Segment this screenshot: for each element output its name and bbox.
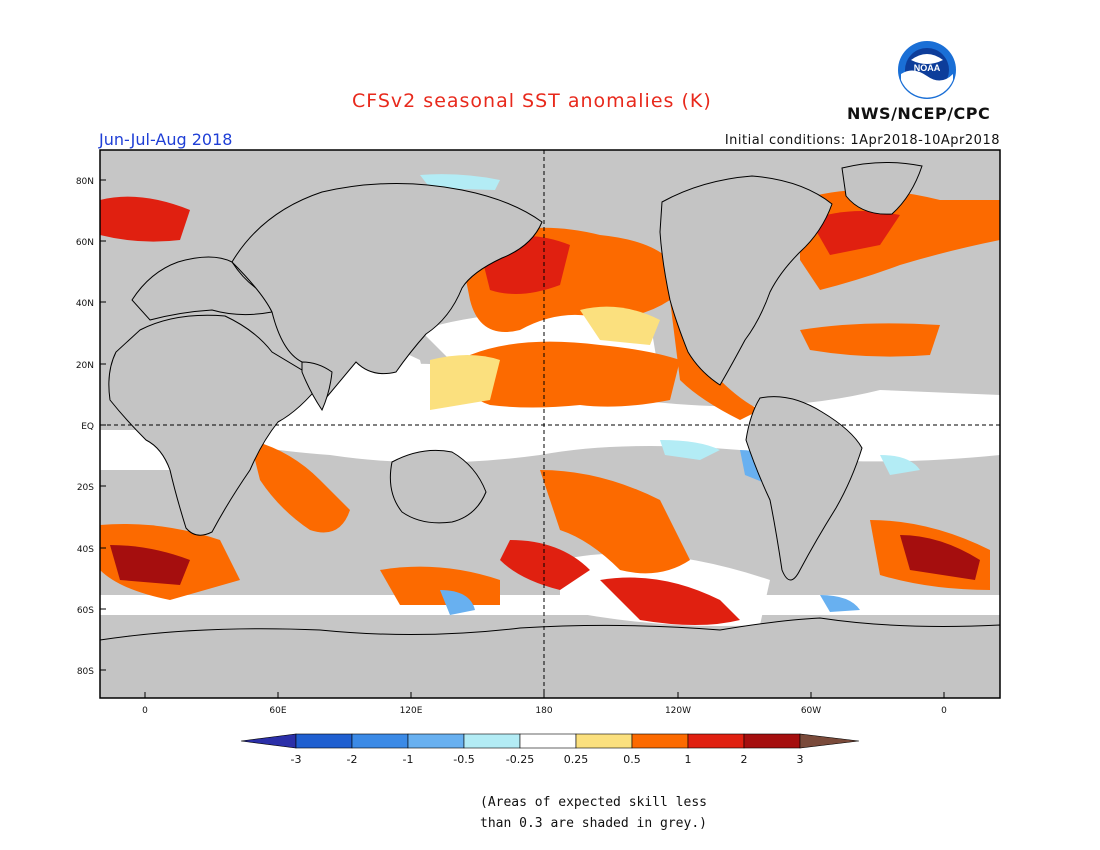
- skill-note: (Areas of expected skill less than 0.3 a…: [480, 792, 707, 834]
- colorbar-box: [519, 733, 577, 749]
- lon-label: 120W: [665, 706, 691, 716]
- colorbar-box: [351, 733, 409, 749]
- land-south-america: [745, 396, 863, 581]
- land-greenland: [841, 161, 923, 215]
- colorbar-box: [407, 733, 465, 749]
- land-australia: [389, 449, 487, 524]
- colorbar-label: 3: [797, 753, 804, 766]
- lon-label: 180: [535, 706, 552, 716]
- lat-label: 40N: [76, 299, 94, 309]
- land-india: [301, 361, 333, 412]
- colorbar-label: 0.5: [623, 753, 641, 766]
- lat-label: EQ: [81, 422, 94, 432]
- lat-label: 60S: [77, 606, 94, 616]
- land-masses: [99, 161, 1001, 699]
- lon-label: 0: [142, 706, 148, 716]
- colorbar-box: [295, 733, 353, 749]
- lat-label: 80N: [76, 177, 94, 187]
- colorbar-label: -1: [403, 753, 414, 766]
- colorbar-label: -0.25: [506, 753, 534, 766]
- agency-label: NWS/NCEP/CPC: [847, 104, 991, 123]
- skill-note-line-2: than 0.3 are shaded in grey.): [480, 816, 707, 831]
- colorbar-box: [743, 733, 801, 749]
- lat-label: 60N: [76, 238, 94, 248]
- land-north-america: [659, 175, 833, 386]
- colorbar-min-arrow: [240, 733, 297, 749]
- lat-label: 20S: [77, 483, 94, 493]
- latitude-axis: 80N 60N 40N 20N EQ 20S 40S 60S 80S: [76, 177, 106, 677]
- land-antarctica: [99, 617, 1001, 699]
- colorbar-max-arrow: [799, 733, 860, 749]
- colorbar-box: [575, 733, 633, 749]
- colorbar-box: [631, 733, 689, 749]
- map-frame: [99, 149, 1001, 699]
- colorbar: -3 -2 -1 -0.5 -0.25 0.25 0.5 1 2 3: [240, 733, 860, 766]
- logo-text: NOAA: [914, 63, 941, 73]
- colorbar-label: 0.25: [564, 753, 589, 766]
- colorbar-label: -2: [347, 753, 358, 766]
- map-title: CFSv2 seasonal SST anomalies (K): [352, 90, 712, 112]
- lat-label: 80S: [77, 667, 94, 677]
- forecast-period: Jun-Jul-Aug 2018: [99, 130, 233, 149]
- land-europe: [131, 256, 273, 321]
- noaa-logo-icon: NOAA: [898, 41, 956, 99]
- initial-conditions: Initial conditions: 1Apr2018-10Apr2018: [724, 133, 1000, 148]
- colorbar-label: 1: [685, 753, 692, 766]
- lon-label: 0: [941, 706, 947, 716]
- lat-label: 40S: [77, 545, 94, 555]
- longitude-axis: 0 60E 120E 180 120W 60W 0: [142, 692, 947, 716]
- colorbar-box: [687, 733, 745, 749]
- lon-label: 60E: [269, 706, 286, 716]
- skill-note-line-1: (Areas of expected skill less: [480, 795, 707, 810]
- lon-label: 60W: [801, 706, 821, 716]
- colorbar-label: 2: [741, 753, 748, 766]
- colorbar-label: -0.5: [453, 753, 474, 766]
- colorbar-box: [463, 733, 521, 749]
- colorbar-label: -3: [291, 753, 302, 766]
- lat-label: 20N: [76, 361, 94, 371]
- lon-label: 120E: [400, 706, 423, 716]
